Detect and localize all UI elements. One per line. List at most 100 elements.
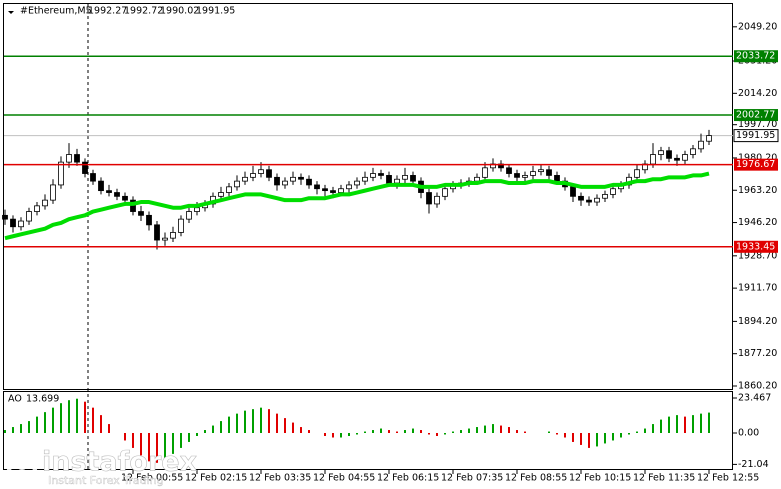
- candle-body: [530, 171, 536, 176]
- candle-body: [698, 140, 704, 150]
- level-label: 1976.67: [736, 159, 775, 170]
- candle-body: [682, 154, 688, 161]
- candle-body: [666, 150, 672, 159]
- candle-body: [258, 169, 264, 174]
- x-tick-label: 12 Feb 02:15: [185, 473, 247, 484]
- ao-frame: [3, 391, 733, 470]
- x-tick-label: 12 Feb 04:55: [313, 473, 375, 484]
- ao-y-tick-label: -21.04: [738, 459, 769, 470]
- candle-body: [186, 211, 192, 220]
- candle-body: [658, 150, 664, 155]
- candle-body: [554, 175, 560, 182]
- x-tick-label: 12 Feb 06:15: [377, 473, 439, 484]
- y-tick-label: 1928.70: [738, 250, 777, 261]
- candle-body: [250, 173, 256, 178]
- candle-body: [402, 175, 408, 180]
- level-label-box: [734, 109, 778, 122]
- candle-body: [26, 211, 32, 222]
- candle-body: [546, 169, 552, 176]
- ohlc-high: 1992.72: [124, 6, 163, 17]
- candle-body: [570, 186, 576, 197]
- candle-body: [138, 211, 144, 216]
- candle-body: [274, 176, 280, 186]
- candle-body: [242, 176, 248, 182]
- y-tick-label: 1997.70: [738, 119, 777, 130]
- candle-body: [234, 180, 240, 188]
- candle-body: [610, 188, 616, 195]
- candle-body: [394, 178, 400, 184]
- candle-body: [362, 176, 368, 182]
- candle-body: [194, 207, 200, 212]
- ao-name: AO: [8, 394, 22, 405]
- candle-body: [162, 237, 168, 241]
- candle-body: [42, 199, 48, 207]
- moving-average: [4, 171, 710, 241]
- candle-body: [426, 192, 432, 205]
- price-label-box: [733, 129, 779, 143]
- candle-body: [146, 214, 152, 226]
- watermark: instaforex Instant Forex Trading: [6, 446, 197, 487]
- candle-body: [170, 232, 176, 239]
- candle-body: [154, 224, 160, 241]
- candle-body: [98, 180, 104, 192]
- candle-body: [378, 173, 384, 176]
- candle-body: [322, 188, 328, 192]
- y-tick-label: 1894.20: [738, 316, 777, 327]
- candle-body: [338, 188, 344, 193]
- x-tick-label: 12 Feb 10:15: [569, 473, 631, 484]
- candle-body: [122, 195, 128, 201]
- candle-body: [66, 154, 72, 163]
- candle-body: [354, 180, 360, 186]
- x-tick-label: 12 Feb 12:55: [697, 473, 759, 484]
- candle-body: [50, 184, 56, 201]
- candle-body: [330, 190, 336, 193]
- candle-body: [282, 180, 288, 186]
- candle-body: [602, 194, 608, 199]
- candle-body: [82, 161, 88, 174]
- y-tick-label: 2049.20: [738, 21, 777, 32]
- candle-body: [218, 192, 224, 197]
- candle-body: [706, 135, 712, 142]
- level-label: 2002.77: [736, 110, 775, 121]
- candle-body: [10, 218, 16, 228]
- candle-body: [106, 190, 112, 193]
- y-tick-label: 1963.20: [738, 185, 777, 196]
- candle-body: [586, 199, 592, 203]
- y-tick-label: 1946.20: [738, 217, 777, 228]
- candle-body: [74, 154, 80, 163]
- x-tick-label: 12 Feb 00:55: [121, 473, 183, 484]
- symbol: #Ethereum,M5: [20, 6, 92, 17]
- ohlc-close: 1991.95: [196, 6, 235, 17]
- candle-body: [18, 220, 24, 228]
- candle-body: [410, 175, 416, 182]
- ohlc-low: 1990.02: [160, 6, 199, 17]
- ao-y-tick-label: 0.00: [738, 428, 759, 439]
- candle-body: [634, 169, 640, 178]
- candle-body: [506, 167, 512, 174]
- candle-body: [594, 197, 600, 203]
- x-tick-label: 12 Feb 03:35: [249, 473, 311, 484]
- y-tick-label: 2014.20: [738, 88, 777, 99]
- ao-y-tick-label: 23.467: [738, 393, 771, 404]
- candle-body: [522, 175, 528, 178]
- level-label-box: [734, 158, 778, 171]
- candle-body: [178, 218, 184, 233]
- x-tick-label: 12 Feb 07:35: [441, 473, 503, 484]
- candle-body: [34, 205, 40, 212]
- candle-body: [346, 184, 352, 190]
- candle-body: [538, 169, 544, 173]
- candle-body: [674, 157, 680, 161]
- level-label: 1933.45: [736, 241, 775, 252]
- y-tick-label: 1860.20: [738, 381, 777, 392]
- candle-body: [114, 192, 120, 197]
- candle-body: [58, 161, 64, 186]
- candle-body: [2, 214, 8, 220]
- candle-body: [690, 148, 696, 155]
- candle-body: [290, 176, 296, 182]
- candle-body: [370, 173, 376, 178]
- ao-last: 13.699: [26, 394, 59, 405]
- main-frame: [3, 3, 733, 390]
- candle-body: [434, 195, 440, 205]
